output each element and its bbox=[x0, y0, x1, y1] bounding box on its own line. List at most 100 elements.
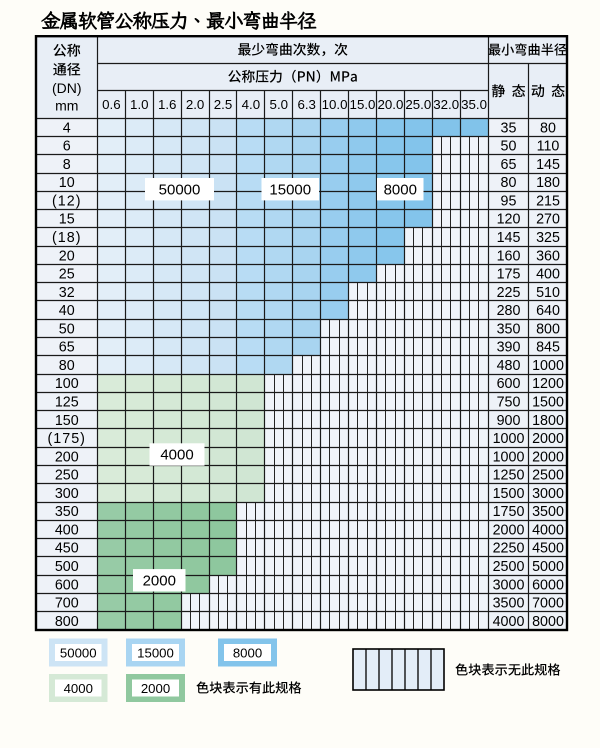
svg-text:80: 80 bbox=[540, 120, 556, 136]
svg-text:1500: 1500 bbox=[532, 395, 564, 411]
svg-text:35: 35 bbox=[501, 120, 517, 136]
svg-text:1800: 1800 bbox=[532, 413, 564, 429]
svg-text:65: 65 bbox=[501, 157, 517, 173]
svg-text:80: 80 bbox=[501, 175, 517, 191]
svg-text:145: 145 bbox=[497, 230, 521, 246]
svg-text:2000: 2000 bbox=[532, 431, 564, 447]
svg-text:15000: 15000 bbox=[269, 181, 311, 198]
svg-text:1000: 1000 bbox=[532, 358, 564, 374]
svg-text:150: 150 bbox=[55, 413, 79, 429]
svg-text:360: 360 bbox=[536, 248, 560, 264]
svg-text:750: 750 bbox=[497, 395, 521, 411]
svg-text:800: 800 bbox=[536, 321, 560, 337]
svg-text:80: 80 bbox=[59, 358, 75, 374]
svg-text:4.0: 4.0 bbox=[242, 97, 261, 112]
svg-text:2500: 2500 bbox=[532, 468, 564, 484]
svg-text:2250: 2250 bbox=[493, 541, 525, 557]
svg-text:225: 225 bbox=[497, 285, 521, 301]
svg-text:3000: 3000 bbox=[532, 486, 564, 502]
svg-text:350: 350 bbox=[497, 321, 521, 337]
svg-text:450: 450 bbox=[55, 541, 79, 557]
svg-text:3500: 3500 bbox=[493, 596, 525, 612]
svg-text:700: 700 bbox=[55, 596, 79, 612]
svg-text:mm: mm bbox=[55, 98, 78, 114]
svg-text:6: 6 bbox=[63, 139, 71, 155]
svg-text:845: 845 bbox=[536, 340, 560, 356]
svg-text:20.0: 20.0 bbox=[377, 97, 403, 112]
svg-text:35.0: 35.0 bbox=[461, 97, 487, 112]
svg-text:270: 270 bbox=[536, 212, 560, 228]
svg-text:2.5: 2.5 bbox=[214, 97, 233, 112]
svg-text:95: 95 bbox=[501, 194, 517, 210]
svg-text:8: 8 bbox=[63, 157, 71, 173]
svg-text:(18): (18) bbox=[52, 230, 81, 246]
svg-text:50: 50 bbox=[59, 321, 75, 337]
svg-text:900: 900 bbox=[497, 413, 521, 429]
svg-text:65: 65 bbox=[59, 340, 75, 356]
svg-text:1250: 1250 bbox=[493, 468, 525, 484]
svg-text:4000: 4000 bbox=[532, 523, 564, 539]
svg-text:480: 480 bbox=[497, 358, 521, 374]
svg-text:10: 10 bbox=[59, 175, 75, 191]
svg-text:1500: 1500 bbox=[493, 486, 525, 502]
svg-text:20: 20 bbox=[59, 248, 75, 264]
svg-text:25: 25 bbox=[59, 267, 75, 283]
svg-text:50000: 50000 bbox=[159, 181, 201, 198]
svg-text:215: 215 bbox=[536, 194, 560, 210]
svg-text:7000: 7000 bbox=[532, 596, 564, 612]
svg-text:145: 145 bbox=[536, 157, 560, 173]
svg-text:2.0: 2.0 bbox=[186, 97, 205, 112]
svg-text:510: 510 bbox=[536, 285, 560, 301]
svg-text:5.0: 5.0 bbox=[270, 97, 289, 112]
svg-text:40: 40 bbox=[59, 303, 75, 319]
svg-text:8000: 8000 bbox=[532, 614, 564, 630]
svg-text:2000: 2000 bbox=[141, 681, 170, 696]
svg-text:6000: 6000 bbox=[532, 577, 564, 593]
svg-text:(12): (12) bbox=[52, 194, 81, 210]
svg-text:390: 390 bbox=[497, 340, 521, 356]
svg-text:50: 50 bbox=[501, 139, 517, 155]
svg-text:1000: 1000 bbox=[493, 449, 525, 465]
svg-text:325: 325 bbox=[536, 230, 560, 246]
svg-text:180: 180 bbox=[536, 175, 560, 191]
svg-text:15: 15 bbox=[59, 212, 75, 228]
svg-text:640: 640 bbox=[536, 303, 560, 319]
svg-text:2000: 2000 bbox=[143, 573, 176, 590]
svg-text:8000: 8000 bbox=[384, 181, 417, 198]
svg-text:4: 4 bbox=[63, 120, 71, 136]
svg-text:4000: 4000 bbox=[160, 447, 193, 464]
svg-text:125: 125 bbox=[55, 395, 79, 411]
svg-text:300: 300 bbox=[55, 486, 79, 502]
svg-text:2500: 2500 bbox=[493, 559, 525, 575]
svg-text:5000: 5000 bbox=[532, 559, 564, 575]
svg-text:2000: 2000 bbox=[532, 449, 564, 465]
svg-text:25.0: 25.0 bbox=[405, 97, 431, 112]
svg-text:800: 800 bbox=[55, 614, 79, 630]
svg-text:400: 400 bbox=[536, 267, 560, 283]
svg-text:1200: 1200 bbox=[532, 376, 564, 392]
svg-text:32.0: 32.0 bbox=[433, 97, 459, 112]
svg-text:200: 200 bbox=[55, 449, 79, 465]
svg-text:110: 110 bbox=[537, 139, 560, 155]
svg-text:160: 160 bbox=[497, 248, 521, 264]
svg-text:400: 400 bbox=[55, 523, 79, 539]
svg-text:1.0: 1.0 bbox=[130, 97, 149, 112]
svg-text:1000: 1000 bbox=[493, 431, 525, 447]
svg-text:350: 350 bbox=[55, 504, 79, 520]
svg-text:(DN): (DN) bbox=[52, 80, 82, 96]
svg-text:8000: 8000 bbox=[233, 645, 262, 660]
svg-text:6.3: 6.3 bbox=[297, 97, 316, 112]
svg-text:32: 32 bbox=[59, 285, 75, 301]
svg-text:280: 280 bbox=[497, 303, 521, 319]
svg-text:4000: 4000 bbox=[493, 614, 525, 630]
svg-text:600: 600 bbox=[55, 577, 79, 593]
svg-text:500: 500 bbox=[55, 559, 79, 575]
svg-text:4000: 4000 bbox=[64, 681, 93, 696]
svg-text:120: 120 bbox=[497, 212, 521, 228]
svg-text:250: 250 bbox=[55, 468, 79, 484]
svg-text:15000: 15000 bbox=[137, 645, 174, 660]
svg-text:4500: 4500 bbox=[532, 541, 564, 557]
svg-text:(175): (175) bbox=[48, 431, 86, 447]
svg-text:3000: 3000 bbox=[493, 577, 525, 593]
svg-text:50000: 50000 bbox=[60, 645, 97, 660]
